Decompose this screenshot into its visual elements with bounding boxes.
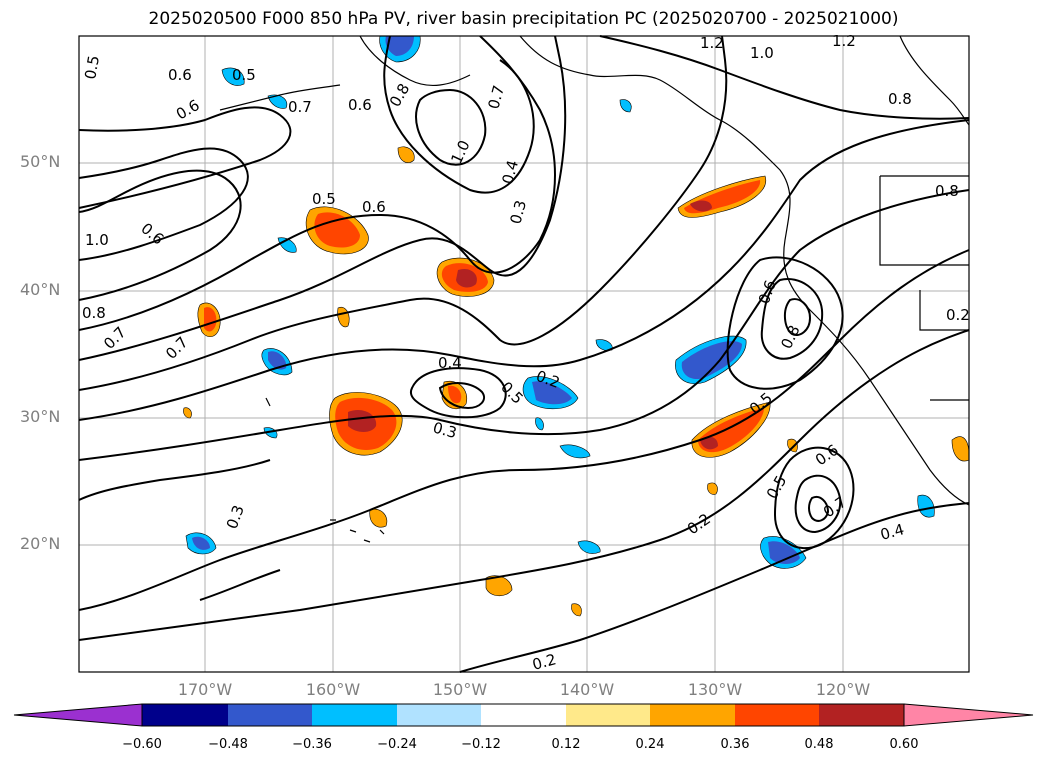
precip-negative-core: [385, 36, 414, 56]
precip-positive-core: [448, 385, 462, 404]
contour-label: 0.3: [506, 198, 530, 226]
contour-label: 1.2: [700, 34, 724, 52]
precip-positive-area: [183, 407, 192, 419]
precip-positive-area: [369, 508, 388, 528]
lat-label: 20°N: [20, 534, 61, 553]
colorbar-extend-right: [903, 703, 1034, 727]
colorbar-tick-label: 0.24: [635, 737, 665, 752]
contour-label: 0.4: [878, 520, 906, 544]
contour-label: 0.8: [888, 90, 912, 108]
lon-label: 120°W: [815, 680, 871, 699]
colorbar: [13, 703, 1034, 727]
lat-label: 40°N: [20, 280, 61, 299]
precip-positive-core: [204, 307, 217, 332]
precip-shading: [183, 35, 970, 617]
colorbar-segment: [397, 704, 481, 726]
contour-label: 0.5: [81, 54, 103, 81]
precip-negative-core: [768, 541, 800, 564]
colorbar-segment: [142, 704, 228, 726]
colorbar-segment: [650, 704, 735, 726]
precip-negative-area: [917, 494, 935, 518]
contour-label: 1.2: [832, 32, 856, 50]
precip-negative-area: [577, 540, 601, 554]
colorbar-tick-label: −0.48: [208, 737, 248, 752]
colorbar-segment: [566, 704, 650, 726]
lat-label: 50°N: [20, 152, 61, 171]
colorbar-frame: [141, 703, 905, 727]
plot-frame: [78, 35, 970, 673]
precip-positive-core: [314, 212, 360, 248]
contour-label: 0.4: [438, 354, 462, 372]
map-title: 2025020500 F000 850 hPa PV, river basin …: [148, 9, 899, 29]
contour-label: 1.0: [750, 44, 774, 62]
plot-area: [79, 36, 969, 672]
precip-negative-area: [619, 99, 632, 113]
precip-positive-center: [690, 200, 712, 212]
colorbar-segment: [228, 704, 312, 726]
contour-label: 0.2: [530, 650, 558, 674]
colorbar-segment: [481, 704, 566, 726]
colorbar-tick-label: 0.12: [551, 737, 581, 752]
colorbar-tick-label: 0.48: [804, 737, 834, 752]
precip-negative-area: [535, 417, 544, 431]
contour-label: 1.0: [85, 231, 109, 249]
precip-negative-area: [595, 339, 613, 351]
precip-positive-center: [700, 436, 718, 450]
precip-negative-area: [559, 444, 591, 459]
precip-positive-area: [571, 603, 582, 617]
colorbar-segment: [312, 704, 397, 726]
lon-label: 170°W: [177, 680, 233, 699]
pv-contours: [78, 35, 970, 673]
precip-negative-core: [532, 381, 572, 405]
contour-label: 0.5: [312, 190, 336, 208]
contour-label: 0.6: [362, 198, 386, 216]
contour-label: 0.5: [232, 66, 256, 84]
precip-positive-center: [456, 268, 477, 288]
precip-negative-core: [192, 536, 210, 550]
precip-negative-core: [268, 351, 287, 370]
contour-label: 0.7: [484, 83, 508, 111]
colorbar-extend-left: [13, 703, 143, 727]
precip-positive-center: [348, 409, 377, 432]
contour-label: 0.7: [288, 98, 312, 116]
precip-negative-area: [221, 67, 245, 86]
lon-label: 150°W: [432, 680, 488, 699]
colorbar-segment: [819, 704, 904, 726]
lat-label: 30°N: [20, 407, 61, 426]
colorbar-tick-label: −0.24: [377, 737, 417, 752]
precip-positive-area: [397, 146, 415, 163]
contour-label: 0.8: [82, 304, 106, 322]
colorbar-tick-label: −0.60: [122, 737, 162, 752]
precip-positive-area: [485, 575, 513, 597]
contour-label: 0.8: [935, 182, 959, 200]
contour-label: 0.3: [431, 418, 459, 442]
lon-label: 160°W: [305, 680, 361, 699]
colorbar-tick-label: −0.36: [292, 737, 332, 752]
precip-positive-area: [707, 482, 718, 495]
colorbar-tick-label: −0.12: [461, 737, 501, 752]
lon-label: 130°W: [687, 680, 743, 699]
contour-label: 0.4: [498, 158, 522, 186]
contour-label: 0.2: [946, 306, 970, 324]
colorbar-tick-label: 0.36: [720, 737, 750, 752]
colorbar-tick-label: 0.60: [889, 737, 919, 752]
contour-label: 0.6: [348, 96, 372, 114]
lon-label: 140°W: [559, 680, 615, 699]
coastlines: [219, 35, 970, 543]
colorbar-segment: [735, 704, 819, 726]
contour-label: 0.6: [168, 66, 192, 84]
